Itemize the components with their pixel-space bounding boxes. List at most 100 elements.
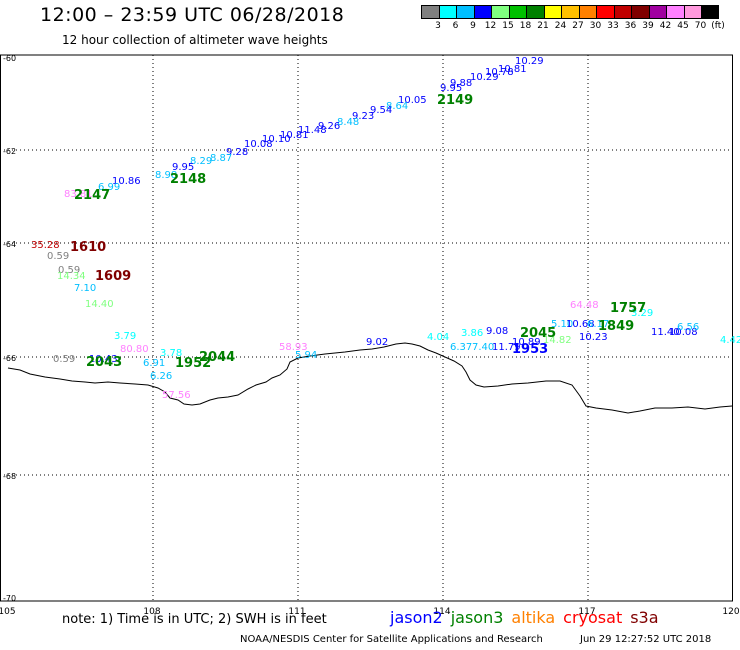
legend-swatch	[596, 5, 614, 19]
swh-label: 80.80	[120, 344, 149, 355]
swh-label: 9.23	[352, 111, 374, 122]
legend-swatch	[683, 5, 701, 19]
swh-label: 57.56	[162, 390, 191, 401]
satellite-name: jason2	[390, 608, 443, 627]
pass-label: 2147	[74, 188, 110, 203]
legend-swatch	[473, 5, 491, 19]
legend-label: 36	[624, 21, 637, 31]
swh-label: 6.37	[450, 342, 472, 353]
swh-label: 3.78	[160, 348, 182, 359]
swh-label: 6.91	[143, 358, 165, 369]
legend-swatch	[438, 5, 456, 19]
swh-label: 9.54	[370, 105, 392, 116]
legend-unit: (ft)	[711, 21, 725, 31]
swh-label: 10.10	[262, 134, 291, 145]
coastline	[7, 342, 733, 414]
x-tick-label: 108	[143, 607, 160, 617]
satellite-name: altika	[511, 608, 556, 627]
legend-label: 45	[677, 21, 689, 31]
swh-label: 35.28	[31, 240, 60, 251]
swh-label: 8.48	[337, 117, 359, 128]
pass-label: 2045	[520, 326, 556, 341]
footnote: note: 1) Time is in UTC; 2) SWH is in fe…	[62, 612, 327, 627]
swh-labels: 10.2910.8110.7810.299.889.9510.058.649.5…	[31, 56, 740, 401]
page-subtitle: 12 hour collection of altimeter wave hei…	[62, 33, 328, 47]
swh-label: 8.29	[190, 156, 212, 167]
swh-label: 8.64	[386, 101, 408, 112]
legend-label: 12	[484, 21, 497, 31]
swh-label: 10.05	[398, 95, 427, 106]
satellite-name: s3a	[630, 608, 659, 627]
legend-swatch	[491, 5, 509, 19]
swh-label: 9.28	[226, 147, 248, 158]
legend-swatch	[578, 5, 596, 19]
legend-label: 70	[694, 21, 707, 31]
swh-label: 11.48	[298, 125, 327, 136]
swh-label: 0.59	[47, 251, 69, 262]
y-tick-label: -60	[3, 54, 16, 63]
swh-label: 14.40	[85, 299, 114, 310]
swh-label: 8.98	[155, 170, 177, 181]
x-tick-label: 114	[433, 607, 450, 617]
swh-label: 9.95	[172, 162, 194, 173]
legend-swatch	[421, 5, 439, 19]
swh-label: 10.43	[89, 354, 118, 365]
grid-lines	[0, 55, 733, 601]
swh-label: 6.99	[98, 182, 120, 193]
swh-label: 83.81	[64, 189, 93, 200]
y-tick-label: -68	[3, 472, 16, 481]
legend-swatch	[526, 5, 544, 19]
axis-tick-labels: 105 108 111 114 117 120 -60 -62 -64 -66 -68 -70	[0, 54, 740, 617]
x-tick-label: 105	[0, 607, 16, 617]
swh-label: 3.86	[461, 328, 483, 339]
legend-swatch	[701, 5, 719, 19]
swh-label: 10.81	[280, 130, 309, 141]
pass-label: 1952	[175, 356, 211, 371]
swh-label: 6.17	[587, 319, 609, 330]
swh-label: 4.42	[720, 335, 740, 346]
page-title: 12:00 – 23:59 UTC 06/28/2018	[40, 4, 345, 26]
legend-label: 15	[502, 21, 514, 31]
legend-swatch	[543, 5, 561, 19]
pass-label: 2043	[86, 355, 122, 370]
swh-label: 5.10	[551, 319, 573, 330]
swh-label: 11.79	[492, 342, 521, 353]
satellite-name: cryosat	[563, 608, 623, 627]
swh-label: 3.79	[114, 331, 136, 342]
swh-label: 58.93	[279, 342, 308, 353]
swh-label: 9.88	[450, 78, 472, 89]
swh-label: 9.08	[486, 326, 508, 337]
swh-label: 14.82	[543, 335, 572, 346]
swh-label: 10.86	[112, 176, 141, 187]
legend-label: 3	[435, 21, 441, 31]
swh-label: 10.78	[485, 67, 514, 78]
color-legend	[421, 5, 719, 19]
swh-label: 9.02	[366, 337, 388, 348]
y-tick-label: -70	[3, 594, 16, 603]
legend-label: 33	[607, 21, 619, 31]
legend-swatch	[508, 5, 526, 19]
credit-line: NOAA/NESDIS Center for Satellite Applica…	[240, 634, 543, 645]
issue-timestamp: Jun 29 12:27:52 UTC 2018	[580, 634, 712, 645]
legend-label: 18	[519, 21, 532, 31]
x-tick-label: 117	[578, 607, 595, 617]
swh-label: 8.87	[210, 153, 232, 164]
swh-label: 10.89	[512, 337, 541, 348]
legend-label: 39	[642, 21, 654, 31]
pass-label: 1757	[610, 301, 646, 316]
y-tick-label: -66	[3, 354, 16, 363]
legend-swatch	[648, 5, 666, 19]
x-tick-label: 120	[722, 607, 739, 617]
swh-label: 4.04	[427, 332, 449, 343]
legend-swatch	[561, 5, 579, 19]
swh-label: 5.94	[295, 350, 317, 361]
legend-label: 21	[537, 21, 549, 31]
swh-label: 7.10	[74, 283, 96, 294]
legend-label: 24	[554, 21, 567, 31]
swh-label: 9.26	[318, 121, 340, 132]
swh-label: 11.40	[651, 327, 680, 338]
swh-label: 10.81	[498, 64, 527, 75]
legend-swatch	[613, 5, 631, 19]
